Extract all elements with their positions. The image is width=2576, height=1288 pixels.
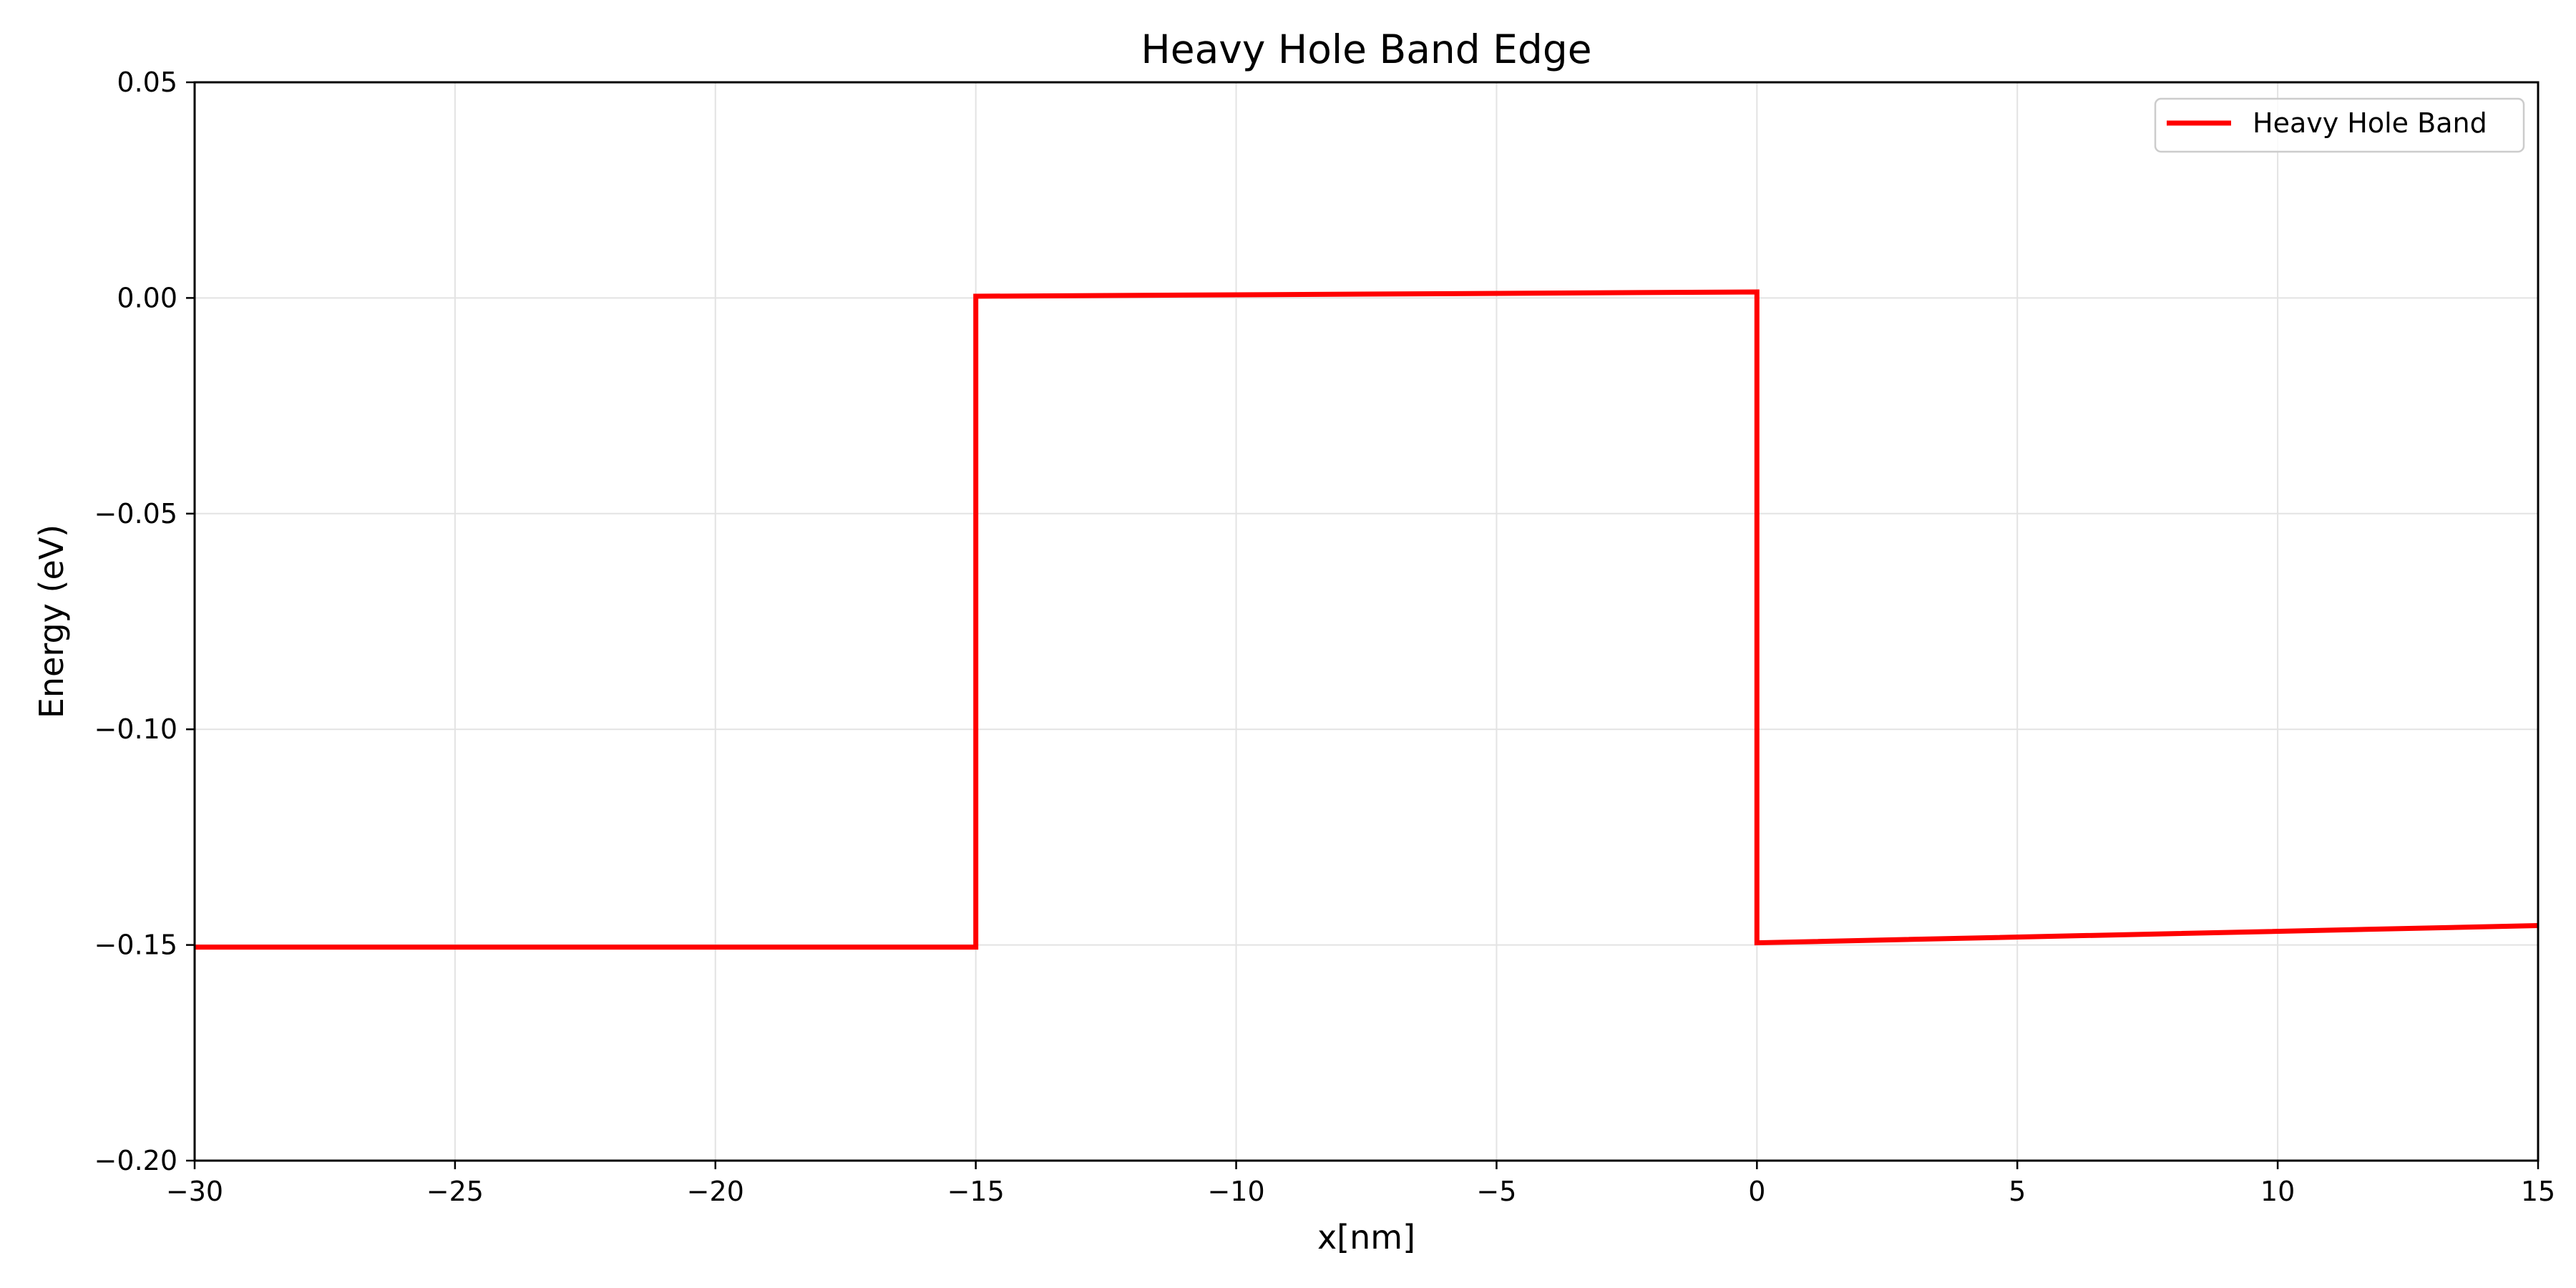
- x-tick-label: 0: [1748, 1176, 1765, 1207]
- x-tick-label: −20: [687, 1176, 744, 1207]
- x-tick-label: −10: [1207, 1176, 1264, 1207]
- y-tick-label: 0.05: [117, 67, 177, 98]
- x-axis-label: x[nm]: [1317, 1218, 1415, 1257]
- x-tick-label: −15: [947, 1176, 1005, 1207]
- x-tick-label: 15: [2521, 1176, 2555, 1207]
- y-tick-label: −0.20: [94, 1145, 177, 1176]
- plot-frame: [193, 81, 2540, 1162]
- legend-label-heavy-hole-band: Heavy Hole Band: [2253, 107, 2487, 139]
- legend-box: [2154, 97, 2525, 153]
- y-tick-label: −0.15: [94, 930, 177, 961]
- x-tick-label: 10: [2260, 1176, 2295, 1207]
- series-line-heavy-hole-band: [195, 289, 2539, 950]
- x-tick-label: −30: [166, 1176, 223, 1207]
- y-tick-label: −0.05: [94, 498, 177, 530]
- x-axis: −30 −25 −20 −15 −10 −5 0 5 10 15: [166, 1161, 2555, 1207]
- y-tick-label: 0.00: [117, 282, 177, 313]
- x-tick-label: −25: [426, 1176, 484, 1207]
- y-axis: −0.20 −0.15 −0.10 −0.05 0.00 0.05: [94, 67, 195, 1176]
- legend: Heavy Hole Band: [2154, 97, 2525, 153]
- x-tick-label: −5: [1476, 1176, 1516, 1207]
- y-tick-label: −0.10: [94, 713, 177, 745]
- chart-title: Heavy Hole Band Edge: [1141, 26, 1591, 72]
- series-layer: [195, 289, 2539, 950]
- y-axis-label: Energy (eV): [32, 525, 71, 718]
- grid: [194, 82, 2539, 1161]
- x-tick-label: 5: [2009, 1176, 2026, 1207]
